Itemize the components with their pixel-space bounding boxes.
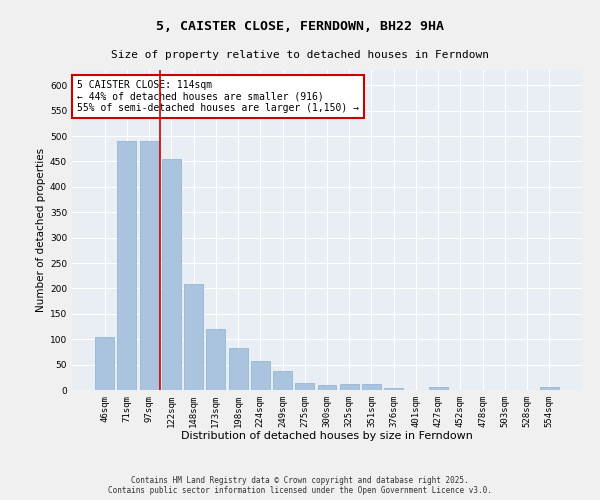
- Text: Size of property relative to detached houses in Ferndown: Size of property relative to detached ho…: [111, 50, 489, 60]
- Bar: [251, 361, 270, 390]
- Bar: [317, 385, 337, 390]
- Bar: [95, 336, 114, 390]
- Bar: [295, 384, 314, 390]
- Bar: [384, 388, 403, 390]
- Bar: [184, 284, 203, 390]
- Text: 5 CAISTER CLOSE: 114sqm
← 44% of detached houses are smaller (916)
55% of semi-d: 5 CAISTER CLOSE: 114sqm ← 44% of detache…: [77, 80, 359, 113]
- Bar: [540, 388, 559, 390]
- Text: Contains HM Land Registry data © Crown copyright and database right 2025.
Contai: Contains HM Land Registry data © Crown c…: [108, 476, 492, 495]
- Y-axis label: Number of detached properties: Number of detached properties: [36, 148, 46, 312]
- Bar: [362, 384, 381, 390]
- Bar: [206, 329, 225, 390]
- Bar: [340, 384, 359, 390]
- Bar: [162, 159, 181, 390]
- Bar: [229, 348, 248, 390]
- Bar: [429, 388, 448, 390]
- X-axis label: Distribution of detached houses by size in Ferndown: Distribution of detached houses by size …: [181, 432, 473, 442]
- Bar: [140, 141, 158, 390]
- Text: 5, CAISTER CLOSE, FERNDOWN, BH22 9HA: 5, CAISTER CLOSE, FERNDOWN, BH22 9HA: [156, 20, 444, 33]
- Bar: [118, 141, 136, 390]
- Bar: [273, 370, 292, 390]
